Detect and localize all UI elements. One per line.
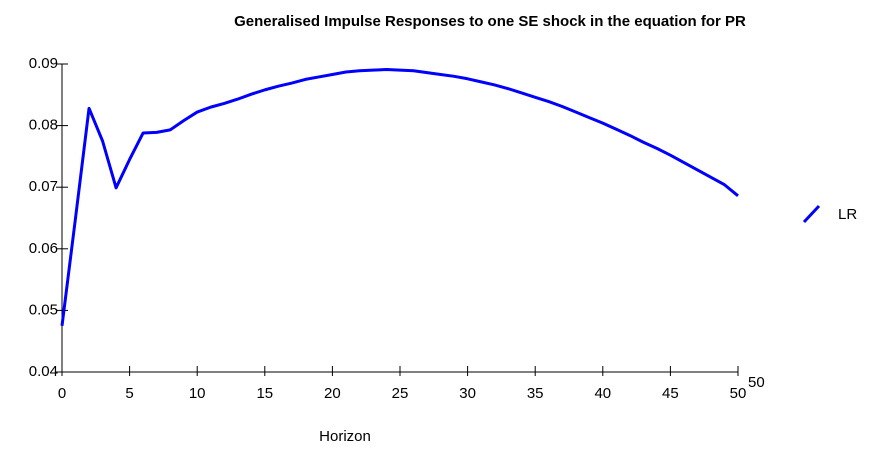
y-tick-label: 0.05 — [29, 301, 58, 318]
chart-title: Generalised Impulse Responses to one SE … — [234, 13, 746, 30]
x-tick-label: 20 — [324, 385, 341, 402]
x-tick-label: 0 — [58, 385, 66, 402]
y-tick-label: 0.08 — [29, 117, 58, 134]
x-tick-label: 30 — [459, 385, 476, 402]
y-tick-label: 0.06 — [29, 240, 58, 257]
x-tick-label: 15 — [256, 385, 273, 402]
line — [60, 68, 739, 326]
x-tick-label: 25 — [392, 385, 409, 402]
x-tick-label: 35 — [527, 385, 544, 402]
x-axis-label: Horizon — [319, 428, 371, 445]
y-tick-label: 0.04 — [29, 363, 58, 380]
x-tick-label: 50 — [730, 385, 747, 402]
x-end-label: 50 — [748, 374, 765, 391]
legend-label: LR — [838, 206, 857, 223]
y-tick-label: 0.07 — [29, 178, 58, 195]
x-tick-label: 40 — [594, 385, 611, 402]
x-tick-label: 10 — [189, 385, 206, 402]
y-tick-label: 0.09 — [29, 55, 58, 72]
x-tick-label: 5 — [125, 385, 133, 402]
legend-swatch — [802, 204, 821, 224]
x-tick-label: 45 — [662, 385, 679, 402]
